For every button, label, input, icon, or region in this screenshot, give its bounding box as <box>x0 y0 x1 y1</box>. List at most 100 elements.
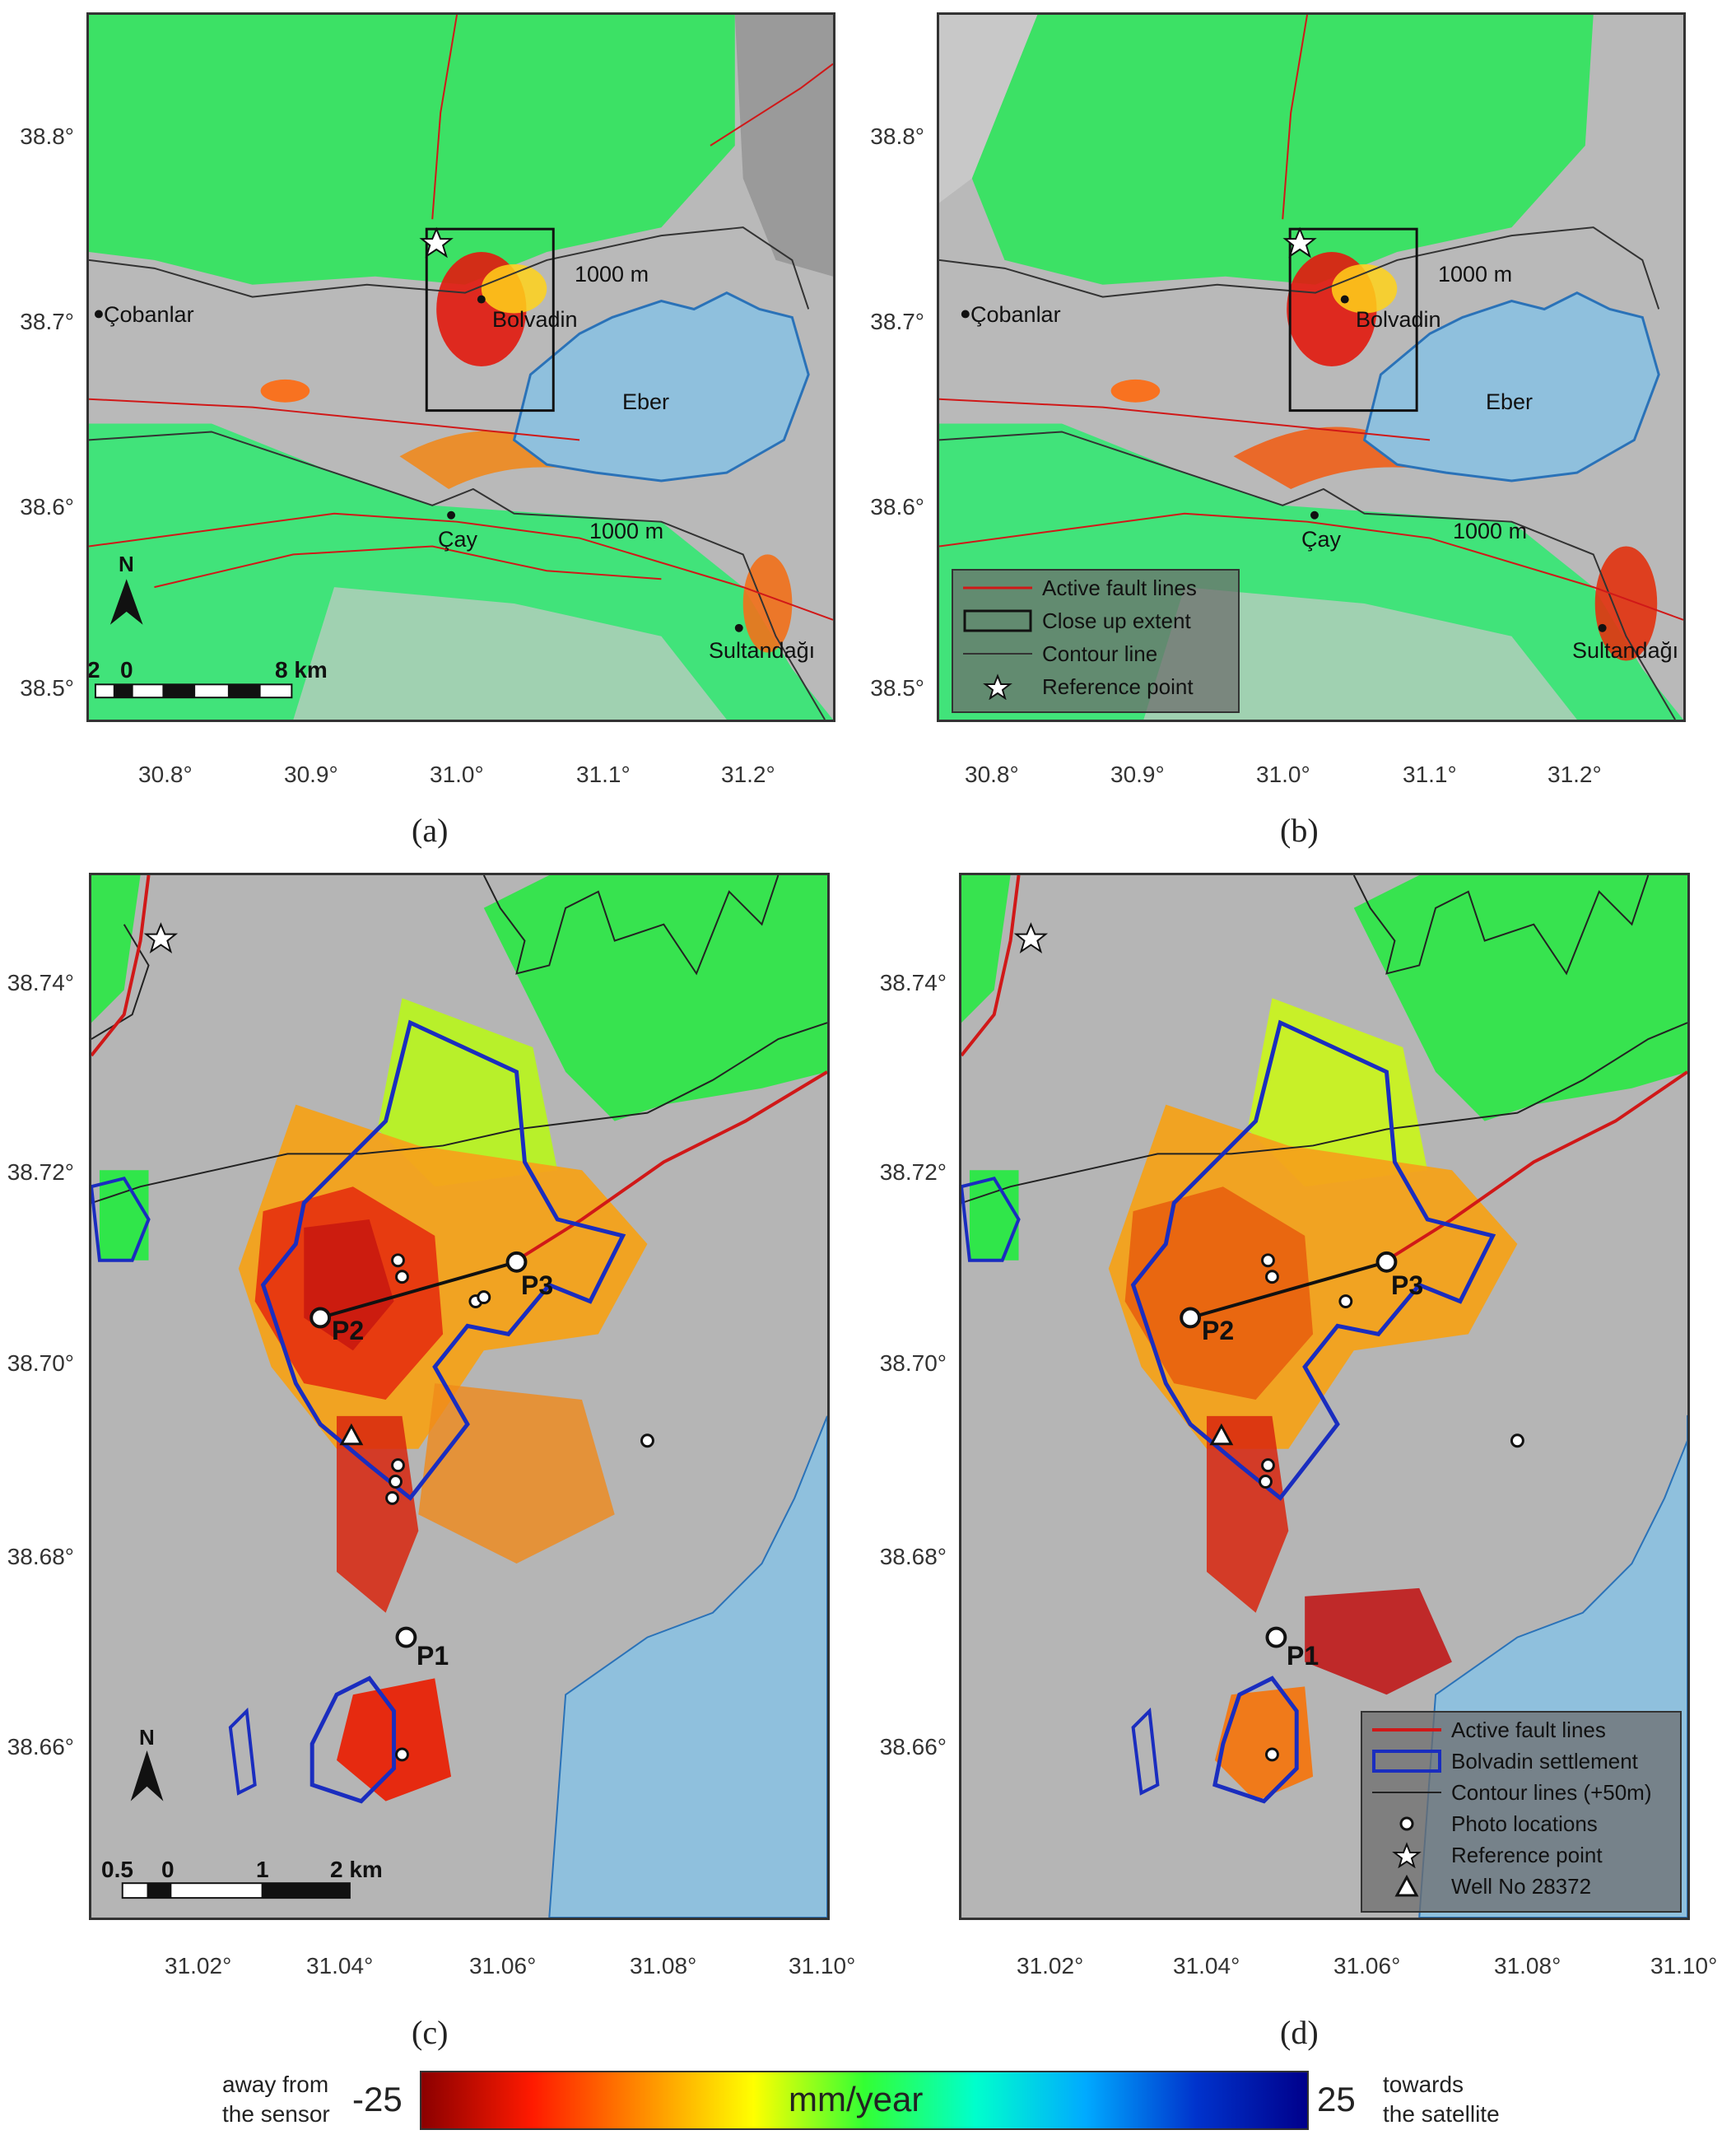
colorbar-left-label-1: away from <box>222 2072 329 2097</box>
bottom-left-xtick: 31.02° <box>165 1953 232 1979</box>
point-label-p2: P2 <box>332 1316 365 1345</box>
top-left-ytick: 38.7° <box>20 309 74 334</box>
top-left-xtick: 30.8° <box>138 762 193 787</box>
map-a-canvas <box>89 15 833 720</box>
bottom-right-ytick: 38.70° <box>879 1350 947 1376</box>
legend-top: Active fault lines Close up extent Conto… <box>952 569 1240 713</box>
bottom-right-xtick: 31.02° <box>1017 1953 1084 1979</box>
bottom-left-xtick: 31.04° <box>306 1953 374 1979</box>
box-icon <box>960 608 1036 634</box>
point-label-p2: P2 <box>1202 1316 1235 1345</box>
contour-label-south: 1000 m <box>589 519 664 543</box>
legend-label-contour: Contour lines (+50m) <box>1451 1779 1652 1805</box>
top-right-xtick: 31.1° <box>1403 762 1457 787</box>
place-bolvadin: Bolvadin <box>1356 307 1441 332</box>
legend-row-extent: Close up extent <box>960 605 1191 636</box>
legend-label-contour: Contour line <box>1042 641 1158 666</box>
top-left-xtick: 31.0° <box>430 762 484 787</box>
top-right-xtick: 30.8° <box>965 762 1019 787</box>
legend-row-fault: Active fault lines <box>1369 1714 1606 1745</box>
bottom-left-ytick: 38.70° <box>7 1350 74 1376</box>
fault-line-icon <box>960 575 1036 601</box>
legend-row-well: Well No 28372 <box>1369 1871 1591 1902</box>
bottom-right-ytick: 38.72° <box>879 1159 947 1185</box>
legend-bottom: Active fault lines Bolvadin settlement C… <box>1361 1711 1682 1913</box>
top-right-ytick: 38.5° <box>870 675 924 701</box>
bottom-left-ytick: 38.68° <box>7 1544 74 1569</box>
map-c-canvas <box>91 875 827 1918</box>
colorbar-unit: mm/year <box>789 2080 924 2118</box>
bottom-right-ytick: 38.74° <box>879 970 947 995</box>
legend-label-extent: Close up extent <box>1042 608 1191 633</box>
triangle-icon <box>1369 1873 1445 1899</box>
scale-label-left: 2 <box>87 657 100 683</box>
bottom-right-xtick: 31.10° <box>1650 1953 1718 1979</box>
north-arrow-label: N <box>119 552 134 576</box>
scale-label-mid: 1 <box>256 1857 269 1882</box>
colorbar: away from the sensor -25 mm/year 25 towa… <box>0 2062 1736 2141</box>
place-eber: Eber <box>622 389 670 414</box>
top-left-xtick: 31.2° <box>721 762 775 787</box>
scale-label-zero: 0 <box>161 1857 175 1882</box>
contour-label-south: 1000 m <box>1453 519 1528 543</box>
settlement-icon <box>1369 1748 1445 1774</box>
contour-label-north: 1000 m <box>1438 262 1513 287</box>
top-right-ytick: 38.7° <box>870 309 924 334</box>
legend-row-contour: Contour lines (+50m) <box>1369 1777 1652 1808</box>
colorbar-right-label-2: the satellite <box>1383 2101 1500 2127</box>
map-panel-b: Çobanlar Bolvadin Eber Çay Sultandağı 10… <box>937 12 1686 722</box>
place-cay: Çay <box>438 527 478 552</box>
star-icon <box>960 673 1036 700</box>
panel-label-d: (d) <box>1280 2014 1319 2051</box>
map-panel-c: P2 P3 P1 N 0.5 0 1 2 km <box>89 873 830 1920</box>
place-bolvadin: Bolvadin <box>492 307 578 332</box>
colorbar-right-label-1: towards <box>1383 2072 1464 2097</box>
contour-label-north: 1000 m <box>575 262 649 287</box>
top-right-xtick: 31.0° <box>1256 762 1310 787</box>
bottom-left-xtick: 31.06° <box>469 1953 537 1979</box>
point-label-p3: P3 <box>521 1270 554 1300</box>
point-label-p1: P1 <box>1287 1641 1319 1671</box>
scale-label-left: 0.5 <box>101 1857 133 1882</box>
scale-label-zero: 0 <box>120 657 133 683</box>
place-cay: Çay <box>1301 527 1342 552</box>
legend-label-well: Well No 28372 <box>1451 1873 1592 1899</box>
top-left-ytick: 38.5° <box>20 675 74 701</box>
map-panel-a: Çobanlar Bolvadin Eber Çay Sultandağı 10… <box>86 12 835 722</box>
north-arrow-label: N <box>139 1725 155 1750</box>
top-right-ytick: 38.6° <box>870 494 924 520</box>
bottom-right-ytick: 38.68° <box>879 1544 947 1569</box>
map-panel-d: P2 P3 P1 Active fault lines Bolvadin set… <box>959 873 1690 1920</box>
top-right-xtick: 30.9° <box>1110 762 1165 787</box>
colorbar-min: -25 <box>352 2080 403 2118</box>
top-right-xtick: 31.2° <box>1548 762 1602 787</box>
top-left-ytick: 38.8° <box>20 124 74 149</box>
panel-label-b: (b) <box>1280 812 1319 849</box>
point-label-p1: P1 <box>417 1641 449 1671</box>
scale-label-right: 2 km <box>330 1857 383 1882</box>
bottom-left-xtick: 31.08° <box>630 1953 697 1979</box>
fault-line-icon <box>1369 1717 1445 1743</box>
legend-label-settlement: Bolvadin settlement <box>1451 1748 1638 1773</box>
legend-row-photo: Photo locations <box>1369 1808 1598 1839</box>
colorbar-max: 25 <box>1317 2080 1356 2118</box>
point-label-p3: P3 <box>1391 1270 1424 1300</box>
top-left-xtick: 31.1° <box>576 762 631 787</box>
bottom-left-ytick: 38.66° <box>7 1734 74 1759</box>
legend-row-contour: Contour line <box>960 638 1157 669</box>
bottom-left-xtick: 31.10° <box>789 1953 856 1979</box>
bottom-right-xtick: 31.08° <box>1494 1953 1561 1979</box>
legend-label-reference: Reference point <box>1451 1842 1603 1867</box>
legend-row-reference: Reference point <box>1369 1839 1603 1871</box>
contour-line-icon <box>960 641 1036 667</box>
bottom-left-ytick: 38.74° <box>7 970 74 995</box>
legend-label-reference: Reference point <box>1042 673 1194 699</box>
legend-row-fault: Active fault lines <box>960 572 1197 604</box>
contour-line-icon <box>1369 1779 1445 1806</box>
bottom-right-ytick: 38.66° <box>879 1734 947 1759</box>
scale-label-right: 8 km <box>275 657 328 683</box>
legend-label-fault: Active fault lines <box>1042 575 1197 600</box>
legend-row-settlement: Bolvadin settlement <box>1369 1745 1638 1777</box>
place-cobanlar: Çobanlar <box>104 302 194 327</box>
colorbar-gradient <box>420 2071 1309 2130</box>
